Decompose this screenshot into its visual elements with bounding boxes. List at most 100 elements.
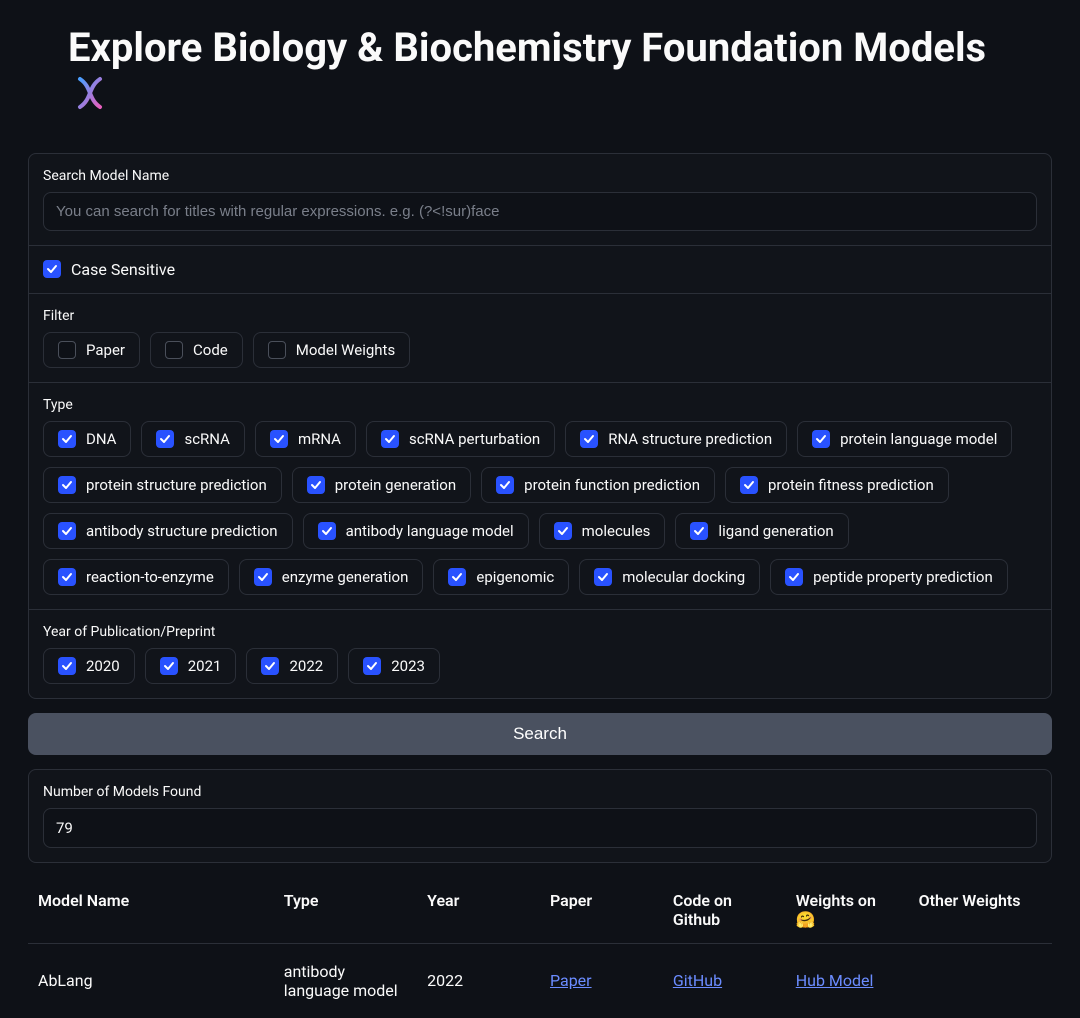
col-paper: Paper <box>540 877 663 944</box>
checkbox-icon <box>58 568 76 586</box>
checkbox-icon <box>58 476 76 494</box>
checkbox-icon <box>58 430 76 448</box>
checkbox-icon <box>254 568 272 586</box>
type-chip[interactable]: protein function prediction <box>481 467 715 503</box>
chip-label: enzyme generation <box>282 568 409 586</box>
checkbox-icon <box>381 430 399 448</box>
checkbox-icon <box>690 522 708 540</box>
checkbox-icon <box>318 522 336 540</box>
chip-label: antibody language model <box>346 522 514 540</box>
results-table: Model Name Type Year Paper Code on Githu… <box>28 877 1052 1018</box>
checkbox-icon <box>307 476 325 494</box>
col-year: Year <box>417 877 540 944</box>
col-other: Other Weights <box>909 877 1052 944</box>
chip-label: mRNA <box>298 430 341 448</box>
type-chip-container: DNA scRNA mRNA scRNA perturbation RNA struct… <box>43 421 1037 595</box>
filter-label: Filter <box>43 308 1037 324</box>
table-row: AbLangantibody language model2022PaperGi… <box>28 943 1052 1018</box>
case-sensitive-checkbox[interactable]: Case Sensitive <box>43 260 1037 279</box>
checkbox-icon <box>785 568 803 586</box>
checkbox-icon <box>43 260 61 278</box>
chip-label: 2021 <box>188 657 222 675</box>
type-chip[interactable]: mRNA <box>255 421 356 457</box>
checkbox-icon <box>270 430 288 448</box>
chip-label: protein language model <box>840 430 997 448</box>
checkbox-icon <box>448 568 466 586</box>
type-chip[interactable]: antibody structure prediction <box>43 513 293 549</box>
type-chip[interactable]: enzyme generation <box>239 559 424 595</box>
chip-label: molecular docking <box>622 568 745 586</box>
year-chip[interactable]: 2021 <box>145 648 237 684</box>
chip-label: scRNA perturbation <box>409 430 540 448</box>
results-label: Number of Models Found <box>43 784 1037 800</box>
chip-label: Paper <box>86 341 125 359</box>
chip-label: protein function prediction <box>524 476 700 494</box>
filter-chip[interactable]: Code <box>150 332 243 368</box>
type-chip[interactable]: protein language model <box>797 421 1012 457</box>
chip-label: scRNA <box>184 430 229 448</box>
dna-icon <box>72 74 108 121</box>
chip-label: 2022 <box>289 657 323 675</box>
cell-year: 2022 <box>417 943 540 1018</box>
chip-label: 2023 <box>391 657 425 675</box>
type-chip[interactable]: antibody language model <box>303 513 529 549</box>
chip-label: peptide property prediction <box>813 568 993 586</box>
search-panel: Search Model Name Case Sensitive Filter … <box>28 153 1052 699</box>
search-button[interactable]: Search <box>28 713 1052 755</box>
checkbox-icon <box>580 430 598 448</box>
checkbox-icon <box>554 522 572 540</box>
type-chip[interactable]: RNA structure prediction <box>565 421 787 457</box>
checkbox-icon <box>812 430 830 448</box>
cell-paper: Paper <box>540 943 663 1018</box>
page-title: Explore Biology & Biochemistry Foundatio… <box>28 0 1052 153</box>
filter-chip[interactable]: Paper <box>43 332 140 368</box>
search-input[interactable] <box>43 192 1037 231</box>
type-chip[interactable]: scRNA perturbation <box>366 421 555 457</box>
chip-label: Code <box>193 341 228 359</box>
checkbox-icon <box>268 341 286 359</box>
table-header-row: Model Name Type Year Paper Code on Githu… <box>28 877 1052 944</box>
hub-model-link[interactable]: Hub Model <box>796 971 874 990</box>
case-sensitive-label: Case Sensitive <box>71 260 175 279</box>
chip-label: antibody structure prediction <box>86 522 278 540</box>
type-chip[interactable]: molecular docking <box>579 559 760 595</box>
type-chip[interactable]: scRNA <box>141 421 244 457</box>
col-code: Code on Github <box>663 877 786 944</box>
chip-label: protein generation <box>335 476 456 494</box>
year-chip[interactable]: 2023 <box>348 648 440 684</box>
cell-model-name: AbLang <box>28 943 274 1018</box>
checkbox-icon <box>58 522 76 540</box>
type-chip[interactable]: protein fitness prediction <box>725 467 949 503</box>
type-chip[interactable]: protein generation <box>292 467 471 503</box>
type-chip[interactable]: molecules <box>539 513 666 549</box>
year-chip[interactable]: 2020 <box>43 648 135 684</box>
paper-link[interactable]: Paper <box>550 971 592 990</box>
col-weights-hf: Weights on 🤗 <box>786 877 909 944</box>
results-count: 79 <box>43 808 1037 848</box>
chip-label: Model Weights <box>296 341 395 359</box>
checkbox-icon <box>594 568 612 586</box>
checkbox-icon <box>160 657 178 675</box>
github-link[interactable]: GitHub <box>673 971 722 990</box>
checkbox-icon <box>261 657 279 675</box>
type-chip[interactable]: reaction-to-enzyme <box>43 559 229 595</box>
checkbox-icon <box>165 341 183 359</box>
checkbox-icon <box>58 657 76 675</box>
type-chip[interactable]: peptide property prediction <box>770 559 1008 595</box>
year-chip-container: 2020 2021 2022 2023 <box>43 648 1037 684</box>
filter-chip[interactable]: Model Weights <box>253 332 410 368</box>
type-chip[interactable]: ligand generation <box>675 513 848 549</box>
checkbox-icon <box>363 657 381 675</box>
checkbox-icon <box>58 341 76 359</box>
chip-label: DNA <box>86 430 116 448</box>
type-chip[interactable]: epigenomic <box>433 559 569 595</box>
filter-chip-container: Paper Code Model Weights <box>43 332 1037 368</box>
checkbox-icon <box>740 476 758 494</box>
type-chip[interactable]: protein structure prediction <box>43 467 282 503</box>
cell-weights-hf: Hub Model <box>786 943 909 1018</box>
type-chip[interactable]: DNA <box>43 421 131 457</box>
chip-label: protein structure prediction <box>86 476 267 494</box>
cell-other <box>909 943 1052 1018</box>
chip-label: protein fitness prediction <box>768 476 934 494</box>
year-chip[interactable]: 2022 <box>246 648 338 684</box>
